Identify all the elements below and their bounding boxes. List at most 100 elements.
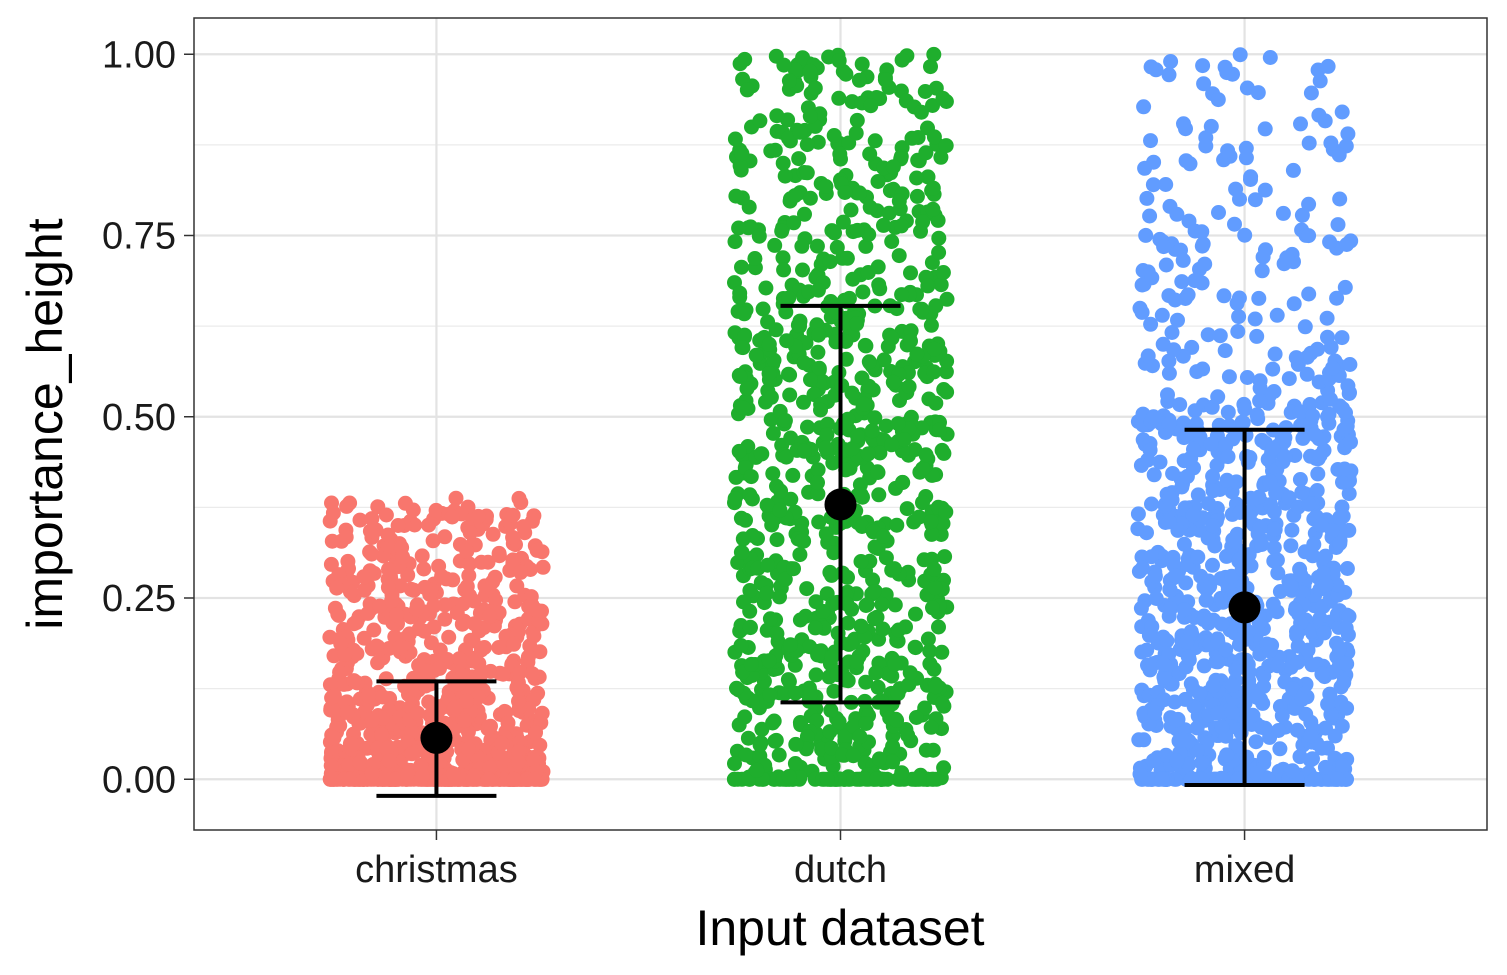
data-point [740,730,756,746]
data-point [1255,249,1271,265]
data-point [377,771,392,787]
data-point [871,487,887,503]
data-point [769,108,785,124]
data-point [858,238,874,254]
data-point [786,215,802,231]
data-point [878,418,894,434]
data-point [380,579,396,595]
x-tick-label: dutch [794,849,887,891]
data-point [1205,678,1221,694]
data-point [813,402,828,418]
data-point [856,396,872,412]
data-point [924,771,940,787]
data-point [732,158,748,174]
data-point [1200,327,1216,343]
errorbar-dutch [780,303,901,705]
data-point [931,619,946,635]
data-point [767,733,783,749]
data-point [1224,568,1240,584]
data-point [1203,118,1219,134]
data-point [781,130,796,146]
data-point [1228,738,1244,754]
data-point [1262,50,1278,65]
data-point [1164,325,1180,340]
data-point [835,214,851,230]
data-point [1243,490,1259,506]
data-point [859,597,875,613]
data-point [364,511,380,527]
data-point [470,689,486,705]
data-point [1139,642,1155,658]
data-point [1305,751,1320,767]
data-point [1130,506,1146,522]
data-point [362,523,378,539]
data-point [1175,732,1191,748]
data-point [1323,135,1339,151]
data-point [428,502,444,518]
data-point [882,183,898,199]
data-point [1143,133,1158,149]
data-point [845,271,861,287]
data-point [346,673,362,689]
data-point [325,505,341,521]
data-point [1294,207,1310,223]
data-point [727,771,742,787]
data-point [1161,67,1177,83]
data-point [380,527,396,543]
data-point [753,446,769,462]
data-point [1225,532,1241,548]
data-point [1289,624,1304,640]
data-point [932,422,948,438]
data-point [759,497,775,513]
data-point [1168,568,1183,584]
data-point [1284,522,1300,538]
mean-marker [420,721,453,754]
data-point [889,301,905,317]
data-point [1301,135,1317,151]
data-point [1324,523,1340,538]
data-point [1334,330,1350,346]
data-point [891,248,907,264]
data-point [863,98,879,114]
data-point [326,730,342,746]
data-point [381,641,397,656]
data-point [511,754,527,770]
data-point [728,469,744,485]
data-point [1178,121,1193,137]
data-point [1144,496,1159,512]
data-point [1312,448,1328,463]
data-point [937,549,953,565]
data-point [511,693,526,709]
data-point [535,559,551,575]
data-point [1293,567,1309,583]
data-point [1156,669,1172,685]
data-point [1269,604,1285,620]
x-axis: christmas dutch mixed [355,830,1295,891]
data-point [529,602,545,618]
data-point [827,225,842,241]
data-point [1271,723,1286,738]
data-point [926,46,942,62]
data-point [491,640,507,655]
data-point [776,57,792,73]
data-point [901,677,917,693]
data-point [1135,560,1151,576]
data-point [1235,415,1251,431]
data-point [1301,496,1317,512]
data-point [1292,472,1308,487]
data-point [909,170,925,186]
data-point [858,338,874,354]
data-point [1249,689,1265,705]
data-point [732,285,748,301]
data-point [1231,309,1247,325]
data-point [903,265,918,281]
data-point [426,598,442,614]
data-point [506,636,522,652]
data-point [1285,681,1301,697]
data-point [872,445,888,461]
data-point [1178,153,1194,169]
data-point [419,663,435,679]
data-point [811,360,827,376]
data-point [811,646,827,662]
data-point [764,513,780,529]
